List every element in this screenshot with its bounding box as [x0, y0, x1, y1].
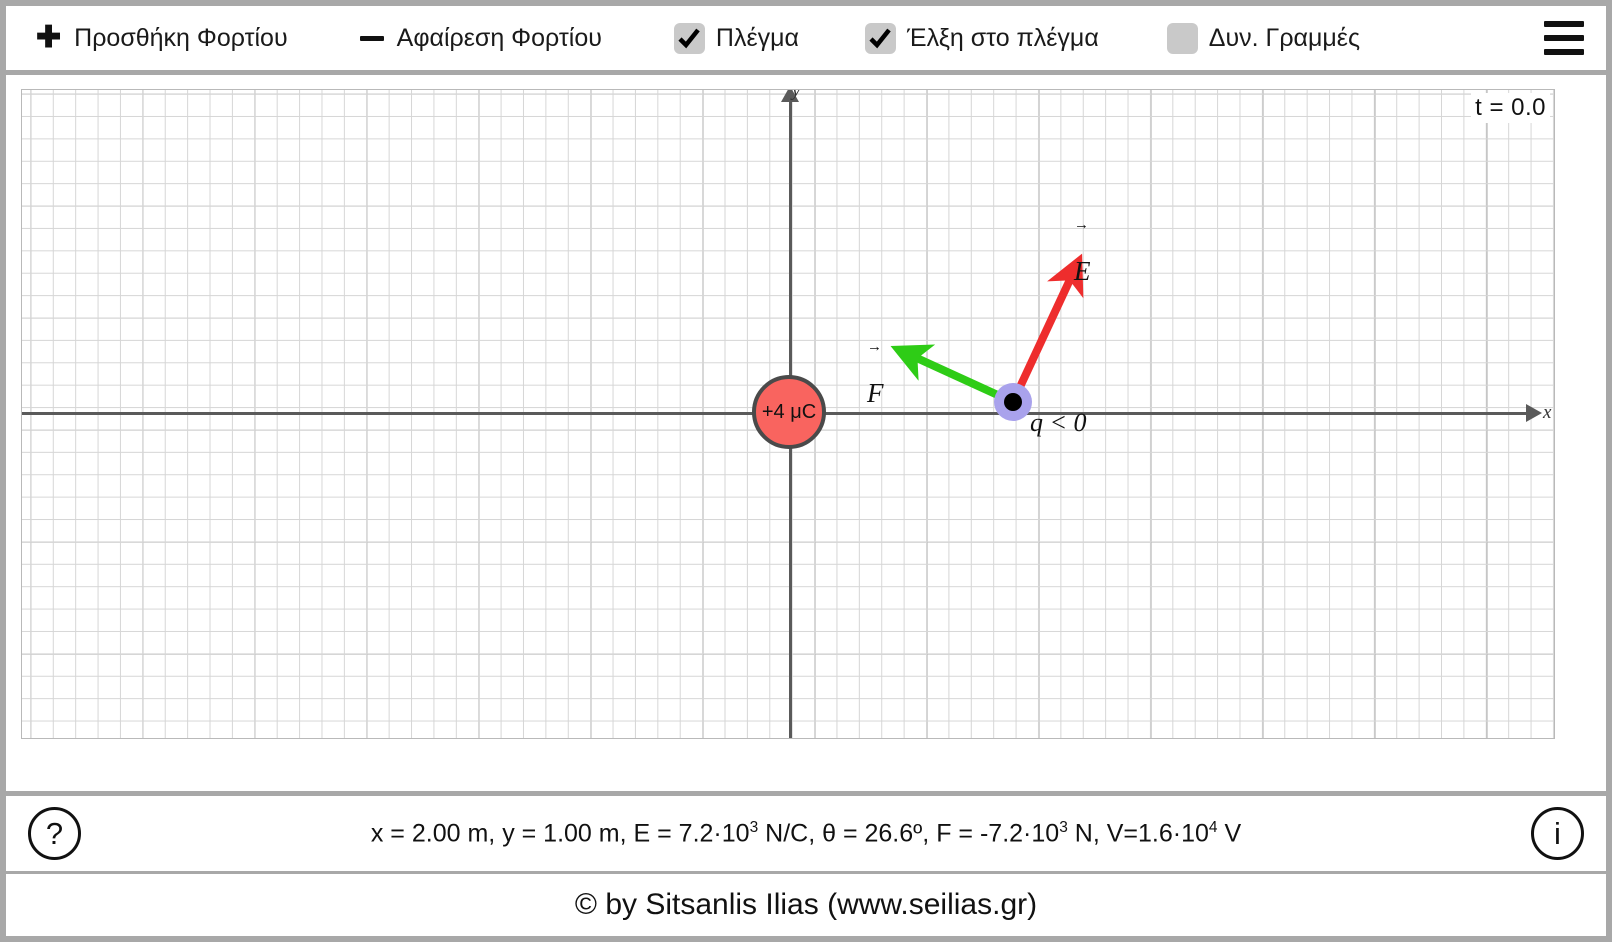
readout-V-exp: 4: [1208, 818, 1218, 836]
remove-charge-label: Αφαίρεση Φορτίου: [396, 23, 602, 52]
check-icon: [869, 28, 892, 49]
add-charge-button[interactable]: ✚ Προσθήκη Φορτίου: [36, 23, 288, 53]
check-icon: [678, 28, 701, 49]
readout-theta: θ = 26.6º: [822, 819, 923, 848]
readout-E-pre: E = 7.2·10: [633, 819, 750, 848]
test-charge-dot[interactable]: [1004, 393, 1022, 411]
hamburger-bar-3: [1544, 49, 1584, 55]
grid-checkbox[interactable]: Πλέγμα: [673, 22, 799, 54]
hamburger-bar-2: [1544, 35, 1584, 41]
status-bar: ? x = 2.00 m, y = 1.00 m, E = 7.2·103 N/…: [6, 796, 1606, 874]
minus-icon: [359, 35, 384, 41]
readout-E-exp: 3: [749, 818, 759, 836]
y-axis-label: y: [792, 89, 801, 101]
readout-V-unit: V: [1217, 819, 1242, 848]
E-field-vector: [1009, 253, 1084, 404]
E-field-vector-label: → E: [1074, 217, 1091, 287]
grid-label: Πλέγμα: [715, 23, 799, 52]
hamburger-menu-icon[interactable]: [1544, 21, 1584, 55]
x-axis-label: x: [1543, 402, 1552, 423]
readout-F-pre: F = -7.2·10: [936, 819, 1060, 848]
test-charge-label: q < 0: [1030, 408, 1087, 437]
toolbar: ✚ Προσθήκη Φορτίου Αφαίρεση Φορτίου Πλέγ…: [6, 6, 1606, 75]
add-charge-label: Προσθήκη Φορτίου: [74, 23, 288, 52]
F-label-text: F: [867, 378, 884, 408]
snap-to-grid-label: Έλξη στο πλέγμα: [906, 23, 1099, 52]
readout-y: y = 1.00 m: [502, 819, 620, 848]
E-label-text: E: [1074, 256, 1091, 286]
readout-x: x = 2.00 m: [370, 819, 489, 848]
field-lines-label: Δυν. Γραμμές: [1208, 23, 1361, 52]
simulation-stage: x y t = 0.0 →: [6, 75, 1606, 796]
readout-F-unit: N: [1067, 819, 1093, 848]
field-plot-canvas[interactable]: x y t = 0.0 →: [21, 89, 1555, 739]
y-axis-arrow-icon: [781, 90, 799, 102]
force-vector-label: → F: [867, 339, 884, 409]
field-lines-checkbox[interactable]: Δυν. Γραμμές: [1166, 22, 1361, 54]
readout-text: x = 2.00 m, y = 1.00 m, E = 7.2·103 N/C,…: [370, 818, 1242, 848]
x-axis-arrow-icon: [1526, 404, 1542, 422]
footer-credit: © by Sitsanlis Ilias (www.seilias.gr): [6, 874, 1606, 936]
info-button[interactable]: i: [1531, 807, 1584, 860]
snap-to-grid-checkbox[interactable]: Έλξη στο πλέγμα: [864, 22, 1099, 54]
readout-F-exp: 3: [1059, 818, 1068, 836]
remove-charge-button[interactable]: Αφαίρεση Φορτίου: [359, 23, 602, 53]
checkbox-box-grid[interactable]: [673, 22, 705, 54]
checkbox-box-field-lines[interactable]: [1166, 22, 1198, 54]
source-charge[interactable]: +4 μC: [752, 375, 826, 449]
plus-icon: ✚: [36, 21, 62, 54]
help-button[interactable]: ?: [28, 807, 81, 860]
time-indicator: t = 0.0: [1471, 93, 1550, 123]
readout-E-unit: N/C: [758, 819, 809, 848]
readout-V-pre: V=1.6·10: [1106, 819, 1209, 848]
hamburger-bar-1: [1544, 21, 1584, 27]
checkbox-box-snap[interactable]: [864, 22, 896, 54]
